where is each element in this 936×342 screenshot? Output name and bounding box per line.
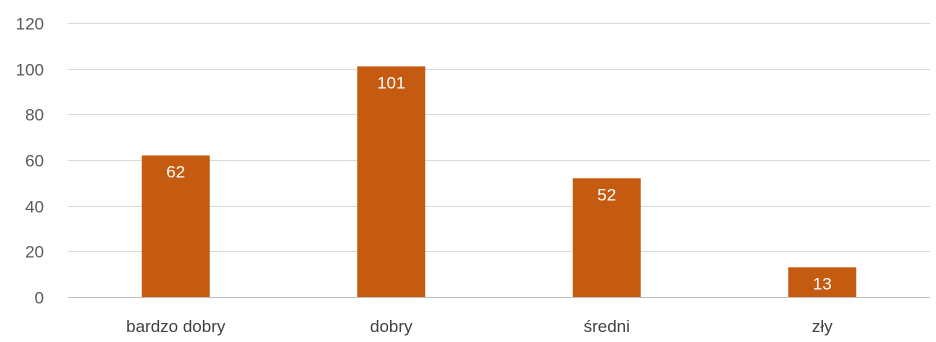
y-tick-label-100: 100 [16, 61, 44, 80]
y-tick-label-120: 120 [16, 15, 44, 34]
bar-2 [572, 178, 641, 297]
gridlines [68, 23, 930, 298]
x-category-label-0: bardzo dobry [126, 317, 226, 336]
y-tick-label-80: 80 [25, 106, 44, 125]
data-label-2: 52 [597, 185, 616, 204]
x-category-label-1: dobry [370, 317, 413, 336]
bar-3 [788, 267, 857, 297]
data-label-3: 13 [813, 274, 832, 293]
x-category-label-2: średni [584, 317, 630, 336]
x-axis-category-labels: bardzo dobry dobry średni zły [126, 317, 833, 336]
y-tick-label-0: 0 [35, 289, 44, 308]
y-tick-label-40: 40 [25, 198, 44, 217]
bars [141, 66, 857, 297]
data-label-0: 62 [166, 162, 185, 181]
x-category-label-3: zły [812, 317, 833, 336]
y-tick-label-60: 60 [25, 152, 44, 171]
y-tick-label-20: 20 [25, 243, 44, 262]
y-axis-tick-labels: 0 20 40 60 80 100 120 [16, 15, 44, 308]
bar-1 [357, 66, 426, 297]
bar-0 [141, 155, 210, 297]
data-labels: 62 101 52 13 [166, 73, 831, 293]
data-label-1: 101 [377, 73, 405, 92]
